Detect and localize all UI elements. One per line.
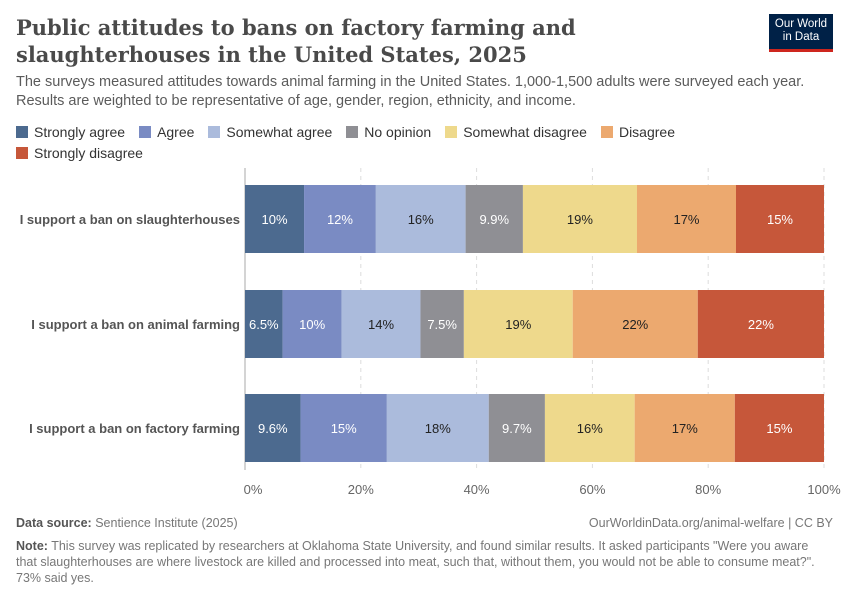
data-label: 17%: [673, 212, 699, 227]
x-tick-label: 40%: [464, 482, 490, 497]
data-label: 15%: [766, 421, 792, 436]
stacked-bar-chart: 0% 20% 40% 60% 80% 100% I support a ban on sla…: [20, 168, 841, 497]
bar-segment: [522, 185, 637, 253]
bar-segment: [463, 290, 573, 358]
category-label: I support a ban on factory farming: [29, 421, 240, 436]
data-label: 18%: [425, 421, 451, 436]
bar-segment: [341, 290, 421, 358]
bar-segment: [735, 185, 824, 253]
bar-segment: [282, 290, 342, 358]
data-label: 9.7%: [502, 421, 532, 436]
note: Note: This survey was replicated by rese…: [16, 539, 815, 585]
x-tick-label: 20%: [348, 482, 374, 497]
owid-logo[interactable]: Our World in Data: [769, 14, 833, 52]
data-label: 7.5%: [427, 317, 457, 332]
data-label: 10%: [299, 317, 325, 332]
bar-segment: [304, 185, 376, 253]
bar-segment: [544, 394, 635, 462]
data-label: 12%: [327, 212, 353, 227]
x-tick-label: 80%: [695, 482, 721, 497]
data-label: 15%: [767, 212, 793, 227]
bar-segment: [465, 185, 523, 253]
legend-swatch: [139, 126, 152, 138]
data-label: 22%: [622, 317, 648, 332]
legend-swatch: [16, 126, 28, 138]
data-label: 17%: [672, 421, 698, 436]
data-label: 19%: [567, 212, 593, 227]
bar-segment: [572, 290, 698, 358]
legend-label: Somewhat disagree: [463, 124, 587, 140]
legend-item[interactable]: Strongly disagree: [16, 143, 143, 163]
bar-segment: [245, 290, 283, 358]
data-label: 16%: [408, 212, 434, 227]
bar-segment: [386, 394, 489, 462]
bar-segment: [245, 185, 305, 253]
legend-label: Strongly disagree: [34, 145, 143, 161]
bar-segment: [634, 394, 735, 462]
legend-label: Agree: [157, 124, 195, 140]
data-label: 15%: [331, 421, 357, 436]
bar-segment: [636, 185, 736, 253]
legend-item[interactable]: Agree: [139, 122, 194, 142]
legend-swatch: [445, 126, 458, 138]
x-tick-label: 100%: [807, 482, 841, 497]
legend-swatch: [208, 126, 221, 138]
bar-segment: [697, 290, 824, 358]
data-label: 9.9%: [479, 212, 509, 227]
category-label: I support a ban on slaughterhouses: [20, 212, 240, 227]
chart-title: Public attitudes to bans on factory farm…: [16, 15, 576, 67]
legend-swatch: [600, 126, 613, 138]
data-label: 6.5%: [249, 317, 279, 332]
legend-item[interactable]: No opinion: [346, 122, 431, 142]
data-source: Data source: Sentience Institute (2025): [16, 516, 238, 530]
data-label: 9.6%: [258, 421, 288, 436]
legend-swatch: [16, 147, 28, 159]
data-label: 14%: [368, 317, 394, 332]
bar-segment: [300, 394, 387, 462]
bar-segment: [245, 394, 301, 462]
legend-label: No opinion: [364, 124, 432, 140]
legend-label: Strongly agree: [34, 124, 126, 140]
legend-item[interactable]: Somewhat disagree: [445, 122, 587, 142]
category-label: I support a ban on animal farming: [31, 317, 240, 332]
legend-label: Disagree: [618, 124, 675, 140]
x-tick-label: 60%: [579, 482, 605, 497]
x-tick-label: 0%: [244, 482, 263, 497]
source-text[interactable]: Sentience Institute (2025): [95, 516, 238, 530]
bar-segment: [734, 394, 824, 462]
bar-segment: [488, 394, 545, 462]
source-url[interactable]: OurWorldinData.org/animal-welfare | CC B…: [588, 516, 833, 530]
data-label: 10%: [262, 212, 288, 227]
legend-label: Somewhat agree: [226, 124, 333, 140]
legend-item[interactable]: Disagree: [600, 122, 675, 142]
bar-segment: [375, 185, 466, 253]
data-label: 19%: [505, 317, 531, 332]
data-label: 22%: [748, 317, 774, 332]
data-label: 16%: [577, 421, 603, 436]
bar-segment: [420, 290, 464, 358]
legend-item[interactable]: Strongly agree: [16, 122, 125, 142]
legend-item[interactable]: Somewhat agree: [208, 122, 332, 142]
legend-swatch: [346, 126, 359, 138]
legend: Strongly agree Agree Somewhat agree No opin…: [16, 122, 736, 164]
chart-subtitle: The surveys measured attitudes towards a…: [16, 74, 805, 109]
